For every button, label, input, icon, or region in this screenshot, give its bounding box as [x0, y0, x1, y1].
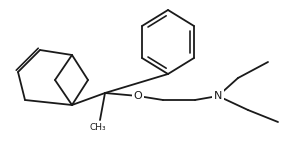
Text: O: O — [134, 91, 142, 101]
Text: CH₃: CH₃ — [90, 123, 106, 132]
Text: N: N — [214, 91, 222, 101]
